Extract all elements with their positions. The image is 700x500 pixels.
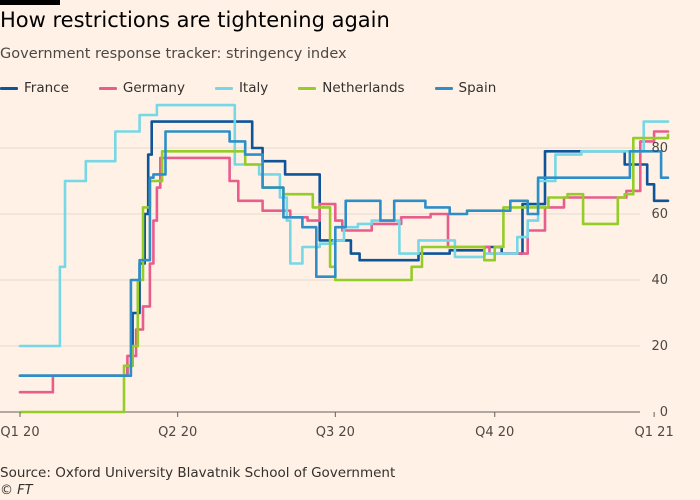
- series-line-france: [18, 120, 670, 377]
- series-line-germany: [18, 130, 670, 394]
- brand-top-bar: [0, 0, 60, 5]
- legend-label-italy: Italy: [238, 80, 269, 96]
- chart-legend: France Germany Italy Netherlands Spain: [0, 78, 526, 98]
- legend-swatch-germany: [98, 86, 117, 90]
- source-note: Source: Oxford University Blavatnik Scho…: [0, 465, 396, 481]
- chart-title: How restrictions are tightening again: [0, 8, 390, 32]
- legend-item-germany: Germany: [98, 80, 185, 96]
- series-line-italy: [18, 103, 670, 348]
- y-tick-label: 40: [651, 273, 668, 288]
- y-tick-label: 60: [651, 207, 668, 222]
- legend-label-spain: Spain: [458, 80, 497, 96]
- x-tick-label: Q1 20: [0, 425, 39, 440]
- x-tick-label: Q3 20: [316, 425, 355, 440]
- legend-label-france: France: [24, 80, 69, 96]
- legend-label-netherlands: Netherlands: [322, 80, 405, 96]
- legend-item-france: France: [0, 80, 69, 96]
- legend-swatch-italy: [214, 86, 233, 90]
- legend-item-netherlands: Netherlands: [298, 80, 405, 96]
- legend-label-germany: Germany: [122, 80, 185, 96]
- chart-subtitle: Government response tracker: stringency …: [0, 46, 347, 62]
- line-chart: 0 20 40 60 80 Q1 20 Q2 20 Q3 20 Q4 20 Q1 21: [0, 103, 674, 440]
- x-tick-label: Q1 21: [635, 425, 674, 440]
- y-tick-label: 20: [651, 339, 668, 354]
- x-tick-label: Q2 20: [158, 425, 197, 440]
- legend-swatch-netherlands: [298, 86, 317, 90]
- y-tick-label: 80: [651, 141, 668, 156]
- series-lines: [18, 103, 670, 414]
- legend-swatch-france: [0, 86, 18, 90]
- y-tick-label: 0: [660, 405, 668, 420]
- legend-swatch-spain: [434, 86, 453, 90]
- x-tick-label: Q4 20: [475, 425, 514, 440]
- series-line-spain: [18, 130, 670, 377]
- axes: 0 20 40 60 80 Q1 20 Q2 20 Q3 20 Q4 20 Q1 21: [0, 141, 673, 440]
- legend-item-italy: Italy: [214, 80, 269, 96]
- series-line-netherlands: [18, 133, 670, 414]
- legend-item-spain: Spain: [434, 80, 497, 96]
- ft-credit: © FT: [0, 483, 33, 498]
